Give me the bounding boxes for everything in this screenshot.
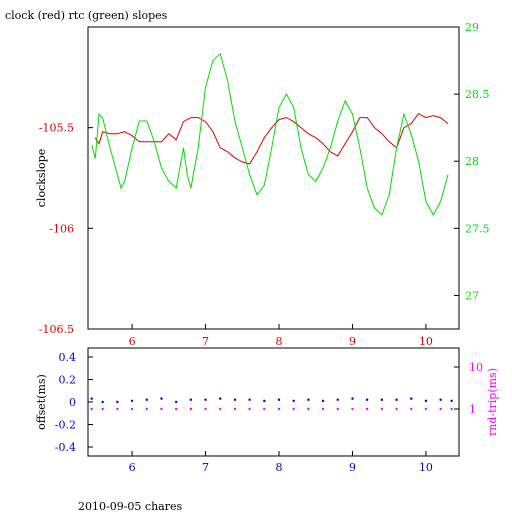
offset-point — [263, 399, 266, 403]
top-x-tick-label: 6 — [129, 335, 136, 348]
series-line-clock — [94, 112, 449, 165]
bottom-x-tick-label: 8 — [276, 461, 283, 474]
offset-point — [101, 400, 104, 404]
bottom-y-tick-label: 0.4 — [59, 351, 77, 364]
bottom-y-tick-label: 0.2 — [59, 374, 77, 387]
top-y2-tick-label: 28.5 — [465, 88, 490, 101]
rndtrip-point — [263, 407, 266, 411]
offset-point — [90, 397, 93, 400]
top-y-tick-label: -105.5 — [39, 122, 74, 135]
offset-point — [116, 400, 119, 404]
top-y-tick-label: -106.5 — [39, 323, 74, 336]
bottom-y2-axis-label: rnd-trip(ms) — [486, 368, 499, 436]
offset-point — [380, 398, 384, 401]
top-x-tick-label: 8 — [276, 335, 283, 348]
offset-point — [365, 398, 369, 401]
rndtrip-point — [439, 407, 442, 411]
offset-point — [307, 398, 310, 401]
series-line-rtc — [91, 52, 449, 216]
bottom-y-axis-label: offset(ms) — [35, 374, 48, 430]
bottom-plot-frame — [87, 347, 460, 457]
rndtrip-point — [410, 407, 413, 411]
offset-point — [351, 397, 354, 400]
offset-point — [160, 397, 163, 400]
bottom-x-tick-label: 6 — [129, 461, 136, 474]
rndtrip-point — [130, 407, 134, 411]
rndtrip-point — [351, 407, 354, 411]
top-x-tick-label: 9 — [349, 335, 356, 348]
rndtrip-point — [116, 407, 119, 411]
offset-point — [219, 397, 222, 400]
top-x-tick-label: 7 — [202, 335, 209, 348]
offset-point — [233, 398, 237, 401]
offset-point — [410, 397, 413, 400]
offset-point — [204, 398, 207, 401]
bottom-x-tick-label: 7 — [202, 461, 209, 474]
offset-point — [336, 398, 339, 401]
rndtrip-point — [233, 407, 237, 411]
rndtrip-point — [219, 407, 222, 411]
rndtrip-point — [101, 407, 104, 411]
bottom-y2-tick-label: 1 — [469, 403, 476, 416]
rndtrip-point — [145, 407, 148, 411]
rndtrip-point — [321, 407, 325, 411]
rndtrip-point — [450, 407, 453, 411]
bottom-y-tick-label: 0 — [69, 396, 76, 409]
rndtrip-point — [395, 407, 398, 411]
top-y2-tick-label: 29 — [465, 21, 479, 34]
offset-point — [277, 398, 281, 401]
rndtrip-point — [292, 407, 295, 411]
rndtrip-point — [204, 407, 207, 411]
top-y2-tick-label: 28 — [465, 155, 479, 168]
rndtrip-point — [336, 407, 339, 411]
footer-caption: 2010-09-05 chares — [78, 500, 182, 512]
offset-point — [450, 399, 453, 403]
rndtrip-point — [189, 407, 193, 411]
offset-point — [321, 399, 325, 403]
offset-point — [130, 399, 134, 403]
bottom-y-tick-label: -0.2 — [55, 419, 76, 432]
bottom-y-tick-label: -0.4 — [55, 441, 76, 454]
top-y2-tick-label: 27 — [465, 289, 479, 302]
offset-point — [292, 399, 295, 403]
rndtrip-point — [365, 407, 369, 411]
rndtrip-point — [90, 407, 93, 411]
rndtrip-point — [160, 407, 163, 411]
top-y2-tick-label: 27.5 — [465, 222, 490, 235]
rndtrip-point — [380, 407, 384, 411]
rndtrip-point — [174, 407, 178, 411]
bottom-y2-tick-label: 10 — [469, 361, 483, 374]
bottom-x-tick-label: 9 — [349, 461, 356, 474]
rndtrip-point — [307, 407, 310, 411]
bottom-x-tick-label: 10 — [419, 461, 433, 474]
top-y-tick-label: -106 — [49, 222, 74, 235]
rndtrip-point — [277, 407, 281, 411]
offset-point — [439, 398, 442, 401]
offset-point — [189, 398, 193, 401]
offset-point — [424, 399, 428, 403]
offset-point — [174, 400, 178, 404]
top-x-tick-label: 10 — [419, 335, 433, 348]
top-plot-frame — [87, 26, 460, 330]
top-y-axis-label: clockslope — [35, 149, 48, 207]
offset-point — [145, 398, 148, 401]
offset-point — [395, 398, 398, 401]
rndtrip-point — [424, 407, 428, 411]
offset-point — [248, 398, 251, 401]
rndtrip-point — [248, 407, 251, 411]
chart-title: clock (red) rtc (green) slopes — [5, 9, 168, 22]
